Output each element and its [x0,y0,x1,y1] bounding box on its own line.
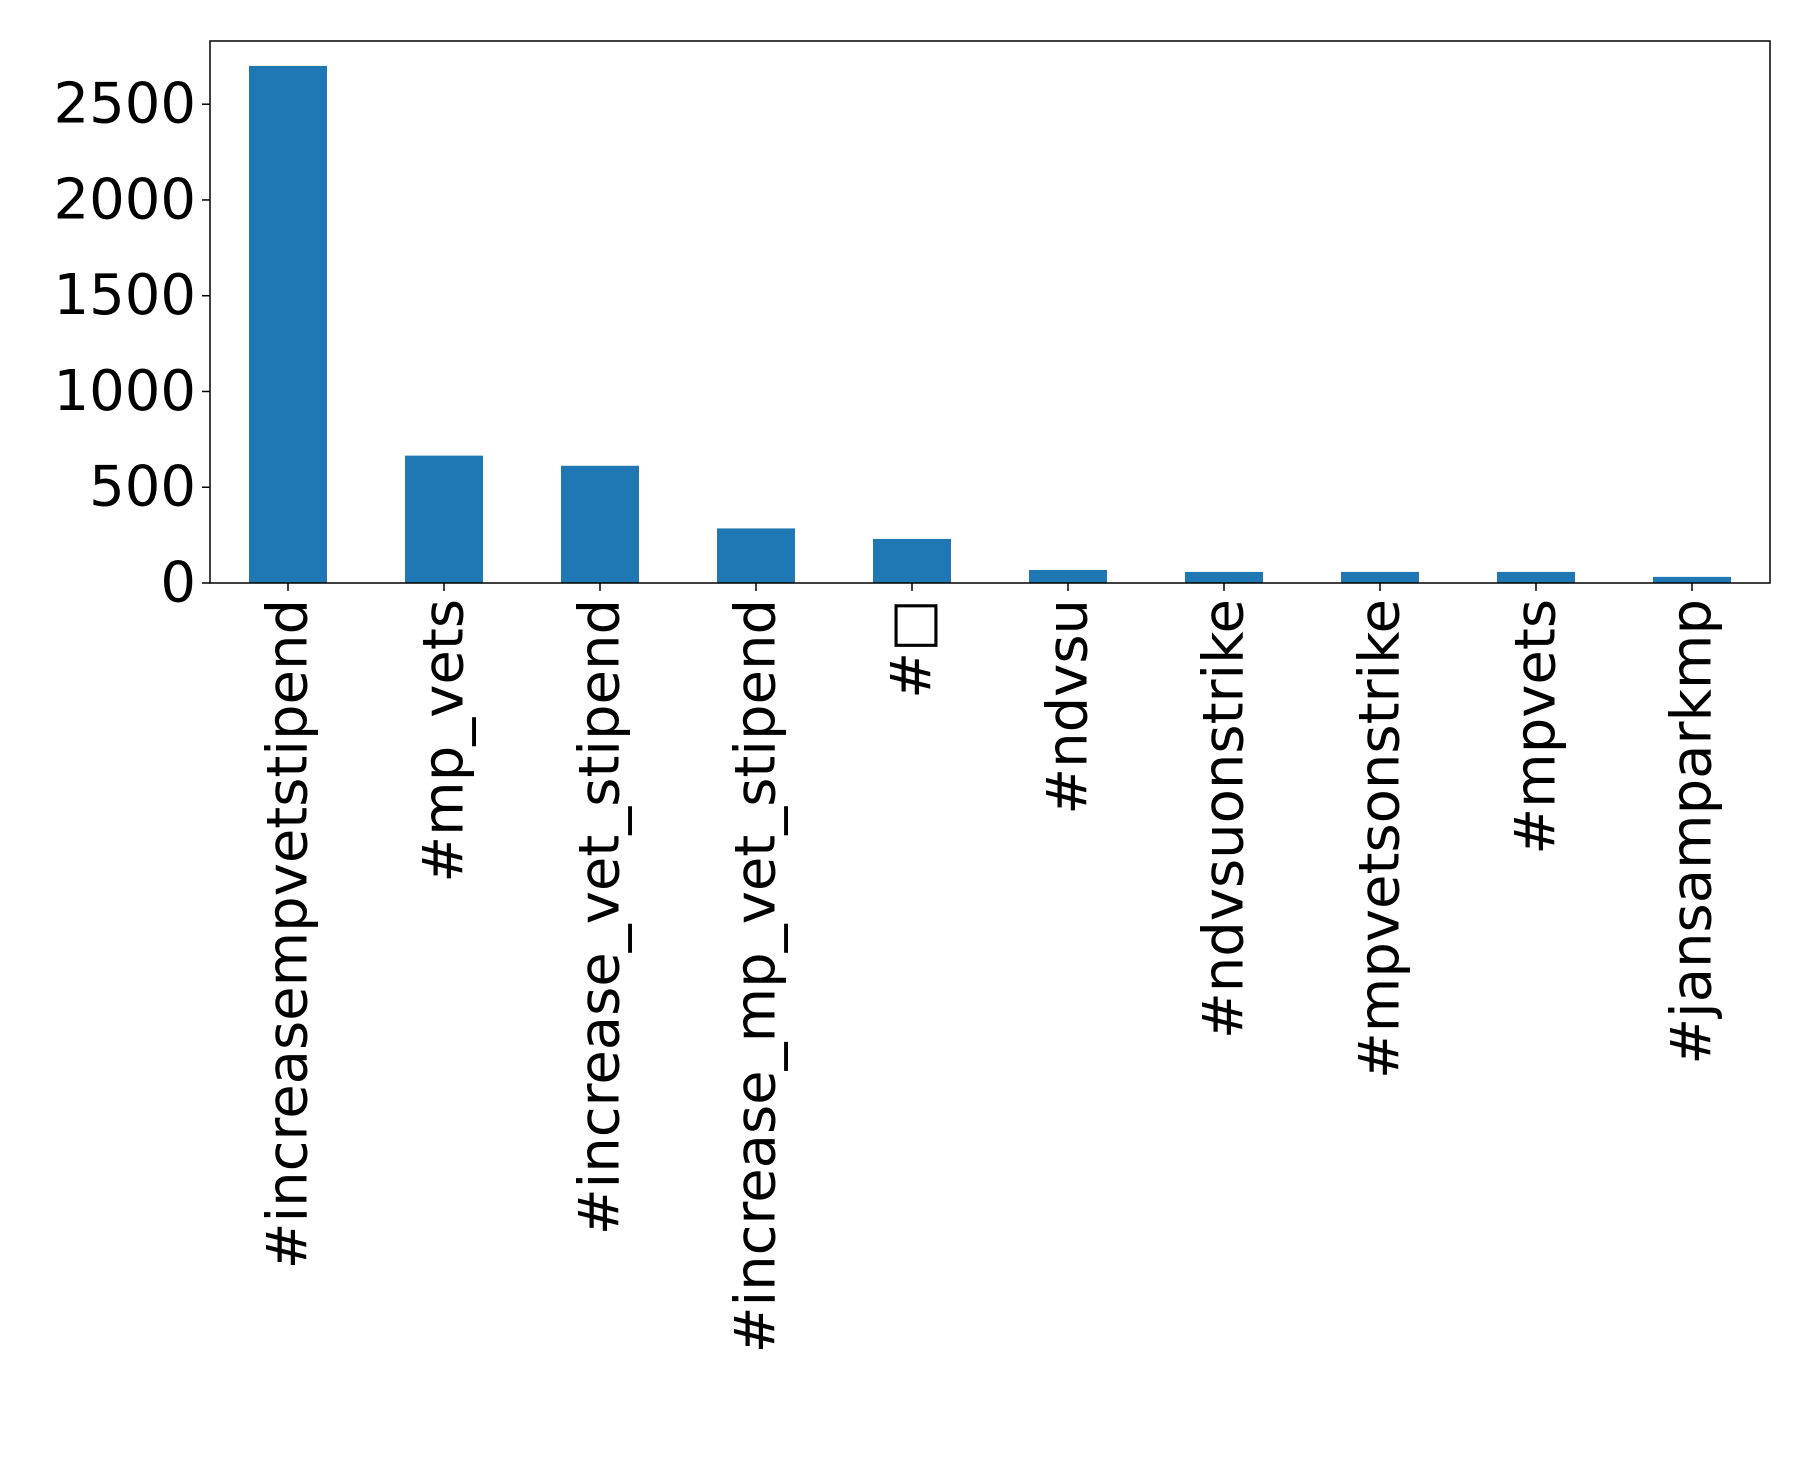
x-axis: #increasempvetstipend #mp_vets #increase_v… [256,583,1725,1353]
x-tick-label: #jansamparkmp [1660,599,1725,1065]
bar [561,465,639,583]
bar [1185,571,1263,583]
x-tick-label: #ndvsu [1036,599,1101,815]
bar [1653,576,1731,583]
bar [717,528,795,583]
bar [873,538,951,583]
bar [1029,569,1107,583]
y-axis: 0 500 1000 1500 2000 2500 [53,72,210,616]
bars-group [249,65,1731,584]
plot-frame [209,40,1771,584]
y-tick-label: 0 [160,551,196,616]
y-tick-label: 1500 [53,263,196,328]
x-tick-label: #increase_vet_stipend [568,599,633,1235]
y-tick-label: 500 [89,455,196,520]
x-tick-label: #mpvetsonstrike [1348,599,1413,1079]
bar [1497,571,1575,583]
bar [405,455,483,583]
x-tick-label: #increasempvetstipend [256,599,321,1269]
x-tick-label: #□ [880,599,945,699]
x-tick-label: #mpvets [1504,599,1569,855]
x-tick-label: #mp_vets [412,599,477,883]
y-tick-label: 2000 [53,167,196,232]
y-tick-label: 1000 [53,359,196,424]
x-tick-label: #increase_mp_vet_stipend [724,599,789,1353]
y-tick-label: 2500 [53,72,196,137]
x-tick-label: #ndvsuonstrike [1192,599,1257,1039]
bar [1341,571,1419,583]
bar [249,65,327,584]
